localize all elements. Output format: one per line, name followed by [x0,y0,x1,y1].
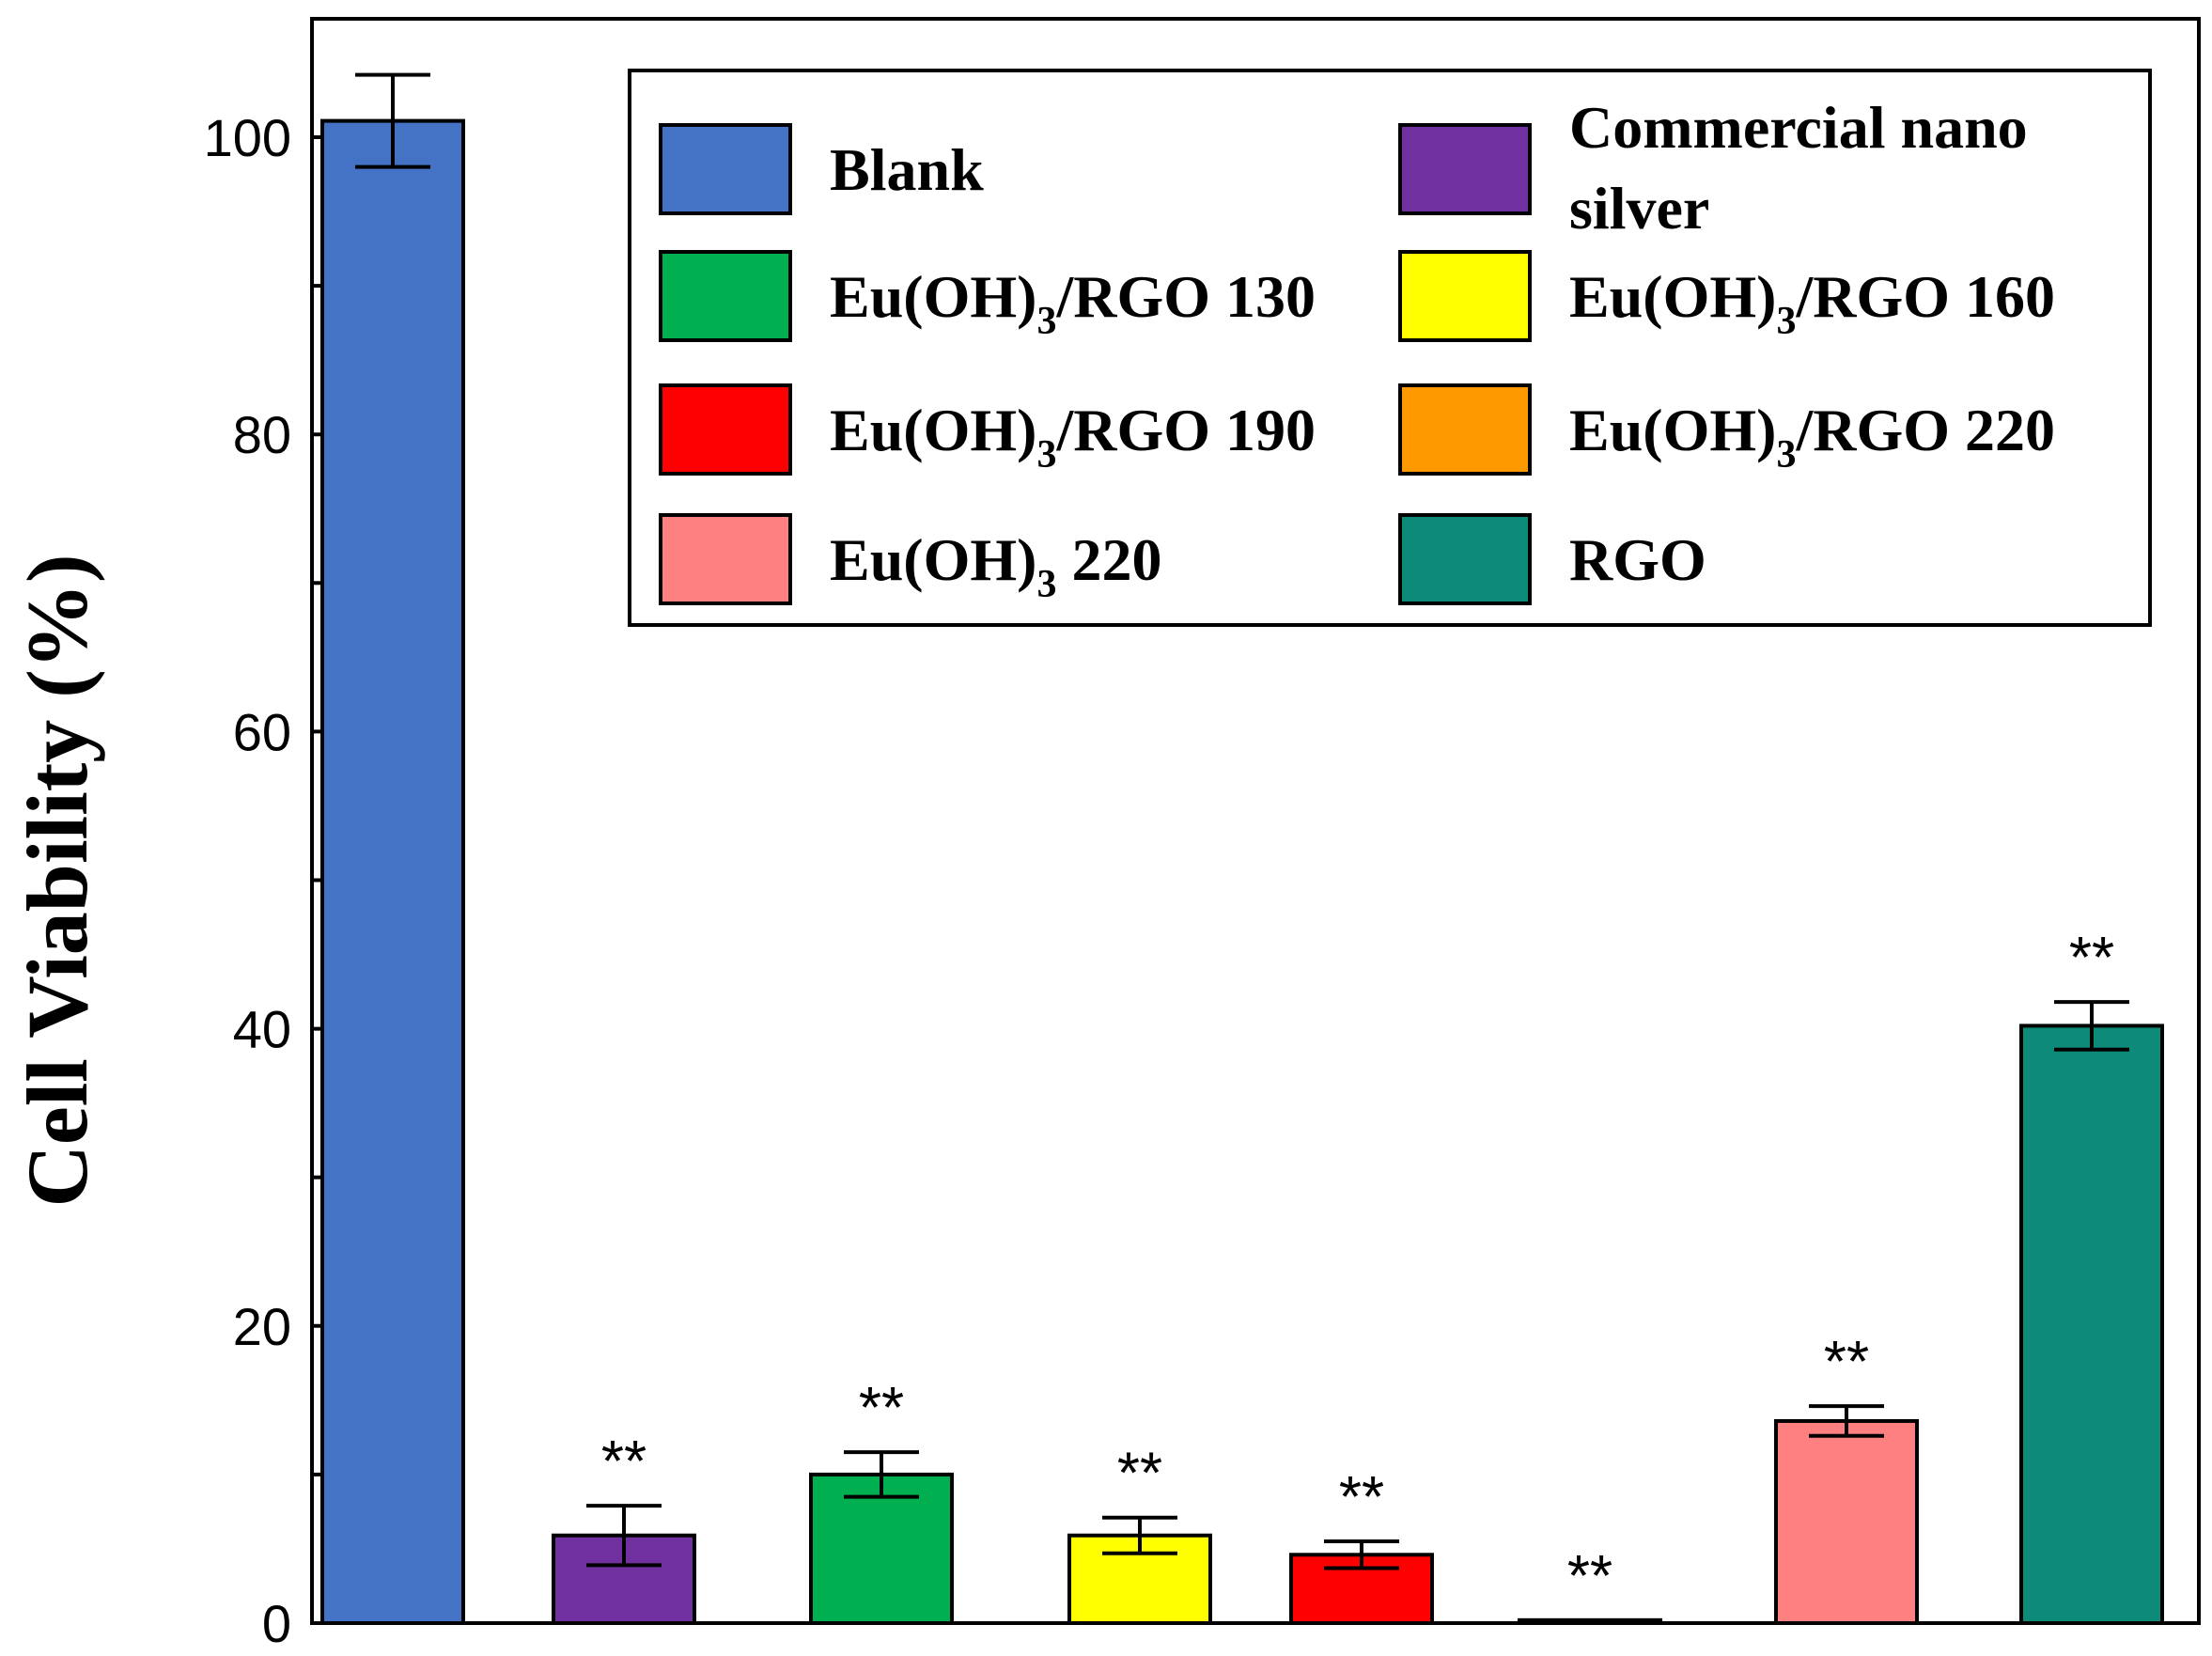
legend-label-8: RGO [1569,526,1706,593]
legend-swatch-8 [1398,513,1532,605]
legend-label-5: Eu(OH)3/RGO 190 [830,397,1316,476]
legend-swatch-4 [1398,250,1532,342]
bar-6 [1518,1617,1662,1626]
bar-7 [1774,1418,1919,1626]
legend-swatch-3 [659,250,792,342]
significance-label-7: ** [1824,1330,1869,1395]
legend: Blank Commercial nano silver Eu(OH)3/RGO 13… [628,69,2152,627]
y-tick-label: 80 [233,405,291,464]
legend-swatch-6 [1398,383,1532,476]
legend-label-7: Eu(OH)3 220 [830,526,1161,606]
legend-swatch-1 [659,123,792,215]
legend-label-4: Eu(OH)3/RGO 160 [1569,263,2055,343]
legend-label-1: Blank [830,136,984,203]
y-tick-label: 100 [204,108,291,167]
significance-label-8: ** [2069,926,2114,991]
significance-label-4: ** [1117,1442,1162,1507]
legend-box [628,69,2152,627]
plot-area [310,17,2201,1625]
plot-frame [310,17,2201,1625]
bar-8 [2019,1023,2164,1625]
legend-label-6: Eu(OH)3/RGO 220 [1569,397,2055,476]
significance-label-6: ** [1567,1544,1612,1609]
legend-swatch-2 [1398,123,1532,215]
legend-swatch-5 [659,383,792,476]
bars [320,118,2164,1626]
y-axis-title: Cell Viability (%) [9,554,105,1207]
significance-label-3: ** [859,1376,904,1441]
bar-3 [809,1472,954,1626]
legend-swatch-7 [659,513,792,605]
y-tick-label: 20 [233,1297,291,1356]
legend-label-2: Commercial nano [1569,94,2028,161]
legend-label-3: Eu(OH)3/RGO 130 [830,263,1316,343]
bar-1 [320,118,465,1625]
legend-label-2-line2: silver [1569,175,1709,242]
y-tick-label: 0 [262,1594,291,1653]
y-axis: 0 20 40 60 80 100 [204,108,333,1653]
significance-label-5: ** [1339,1465,1384,1530]
error-bars [355,72,2129,1570]
y-tick-label: 60 [233,702,291,761]
significance-label-2: ** [601,1429,646,1494]
y-tick-label: 40 [233,1000,291,1059]
significance-labels: ** ** ** ** ** ** ** [601,926,2114,1609]
